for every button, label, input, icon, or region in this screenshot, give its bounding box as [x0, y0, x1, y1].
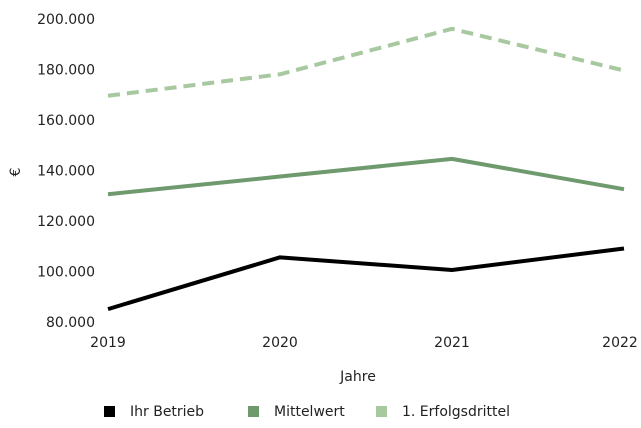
y-tick-label: 80.000: [46, 315, 95, 331]
legend-swatch: [376, 406, 387, 417]
x-tick-label: 2022: [602, 335, 638, 351]
x-axis-title: Jahre: [339, 369, 376, 385]
series-line: [107, 246, 625, 312]
legend-label: Mittelwert: [274, 404, 345, 420]
y-tick-label: 200.000: [37, 12, 95, 28]
y-tick-label: 140.000: [37, 164, 95, 180]
legend-label: Ihr Betrieb: [130, 404, 204, 420]
x-tick-label: 2021: [434, 335, 470, 351]
series-line: [107, 26, 625, 98]
y-tick-label: 160.000: [37, 113, 95, 129]
legend-label: 1. Erfolgsdrittel: [402, 404, 510, 420]
y-tick-label: 180.000: [37, 63, 95, 79]
y-axis-title: €: [8, 168, 24, 177]
y-tick-label: 100.000: [37, 265, 95, 281]
y-tick-label: 120.000: [37, 214, 95, 230]
legend-swatch: [248, 406, 259, 417]
x-tick-label: 2020: [262, 335, 298, 351]
x-tick-label: 2019: [90, 335, 126, 351]
series-line: [107, 156, 625, 197]
legend-swatch: [104, 406, 115, 417]
